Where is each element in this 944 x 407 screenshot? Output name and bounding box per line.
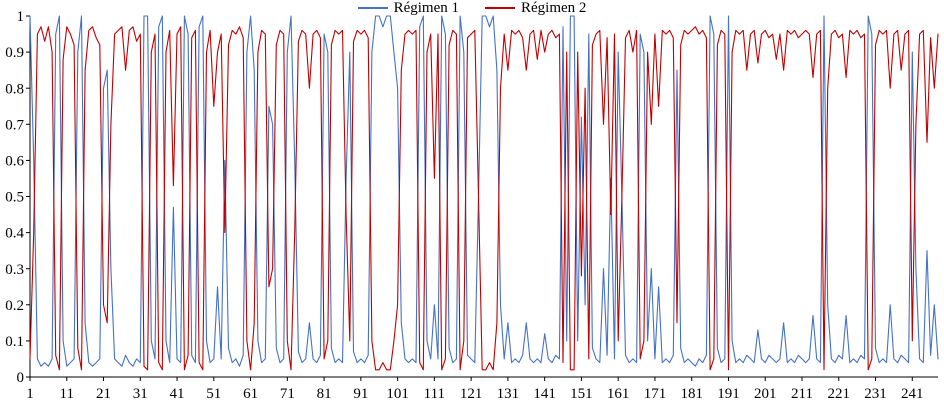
y-tick-label: 0.8 (5, 81, 24, 97)
x-tick-label: 191 (717, 386, 740, 402)
x-tick-label: 171 (644, 386, 667, 402)
x-tick-label: 231 (864, 386, 887, 402)
y-tick-label: 0.5 (5, 190, 24, 206)
x-tick-label: 111 (424, 386, 445, 402)
x-tick-label: 151 (570, 386, 593, 402)
x-tick-label: 91 (353, 386, 368, 402)
x-tick-label: 121 (460, 386, 483, 402)
x-tick-label: 141 (533, 386, 556, 402)
x-tick-label: 201 (754, 386, 777, 402)
chart-legend: Régimen 1 Régimen 2 (0, 0, 944, 16)
y-tick-label: 0.9 (5, 45, 24, 61)
x-tick-label: 11 (60, 386, 74, 402)
legend-item-regimen-2: Régimen 2 (485, 0, 586, 17)
x-tick-label: 21 (96, 386, 111, 402)
series-line-1 (29, 15, 939, 367)
x-tick-label: 51 (206, 386, 221, 402)
x-tick-label: 101 (386, 386, 409, 402)
x-tick-label: 41 (170, 386, 185, 402)
legend-label-regimen-2: Régimen 2 (521, 0, 587, 16)
x-tick-label: 71 (280, 386, 295, 402)
x-tick-label: 61 (243, 386, 258, 402)
x-tick-label: 131 (497, 386, 520, 402)
y-tick-label: 0.2 (5, 298, 24, 314)
y-tick-label: 0.3 (5, 262, 24, 278)
regimen-1-line-swatch (357, 7, 388, 9)
y-tick-label: 1 (17, 9, 25, 25)
x-tick-label: 241 (901, 386, 924, 402)
x-tick-label: 161 (607, 386, 630, 402)
x-tick-label: 211 (791, 386, 813, 402)
legend-item-regimen-1: Régimen 1 (357, 0, 459, 17)
x-tick-label: 81 (317, 386, 332, 402)
y-tick-label: 0.4 (5, 226, 24, 242)
y-tick-label: 0.7 (5, 117, 24, 133)
x-tick-label: 221 (827, 386, 850, 402)
x-tick-label: 181 (680, 386, 703, 402)
legend-label-regimen-1: Régimen 1 (393, 0, 459, 16)
x-tick-label: 31 (133, 386, 148, 402)
y-tick-label: 0.1 (5, 334, 24, 350)
y-tick-label: 0 (17, 370, 25, 386)
regimen-2-line-swatch (485, 7, 515, 9)
y-tick-label: 0.6 (5, 154, 24, 170)
x-tick-label: 1 (26, 386, 34, 402)
series-line-2 (29, 26, 939, 371)
